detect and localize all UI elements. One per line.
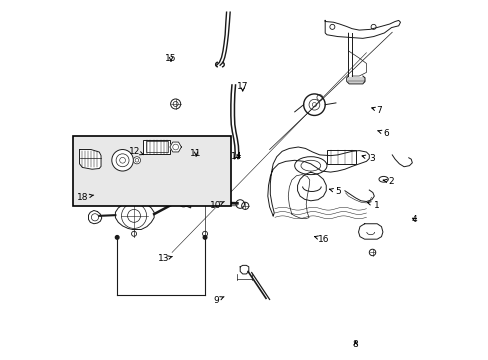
Bar (326, 150, 355, 164)
Circle shape (133, 157, 140, 164)
Text: 2: 2 (382, 177, 393, 186)
Text: 12: 12 (129, 147, 143, 156)
Circle shape (115, 235, 119, 239)
Bar (143, 140, 170, 154)
Text: 14: 14 (230, 152, 242, 161)
Text: 15: 15 (165, 54, 176, 63)
Text: 8: 8 (352, 341, 358, 350)
Bar (73, 136, 230, 206)
Text: 7: 7 (371, 105, 381, 114)
Text: 1: 1 (366, 201, 379, 210)
Text: 13: 13 (158, 255, 172, 264)
Text: 6: 6 (377, 129, 388, 138)
Text: 9: 9 (212, 296, 224, 305)
Polygon shape (169, 142, 181, 152)
Text: 16: 16 (314, 235, 328, 244)
Polygon shape (80, 149, 101, 169)
Text: 10: 10 (210, 201, 224, 210)
Text: 5: 5 (328, 187, 340, 196)
Bar (145, 141, 168, 152)
Circle shape (116, 154, 129, 167)
Text: 17: 17 (237, 82, 248, 91)
Text: 11: 11 (190, 149, 202, 158)
Circle shape (112, 149, 133, 171)
Circle shape (203, 235, 206, 239)
Text: 4: 4 (411, 215, 417, 224)
Text: 3: 3 (361, 154, 374, 163)
Text: 18: 18 (77, 193, 94, 202)
